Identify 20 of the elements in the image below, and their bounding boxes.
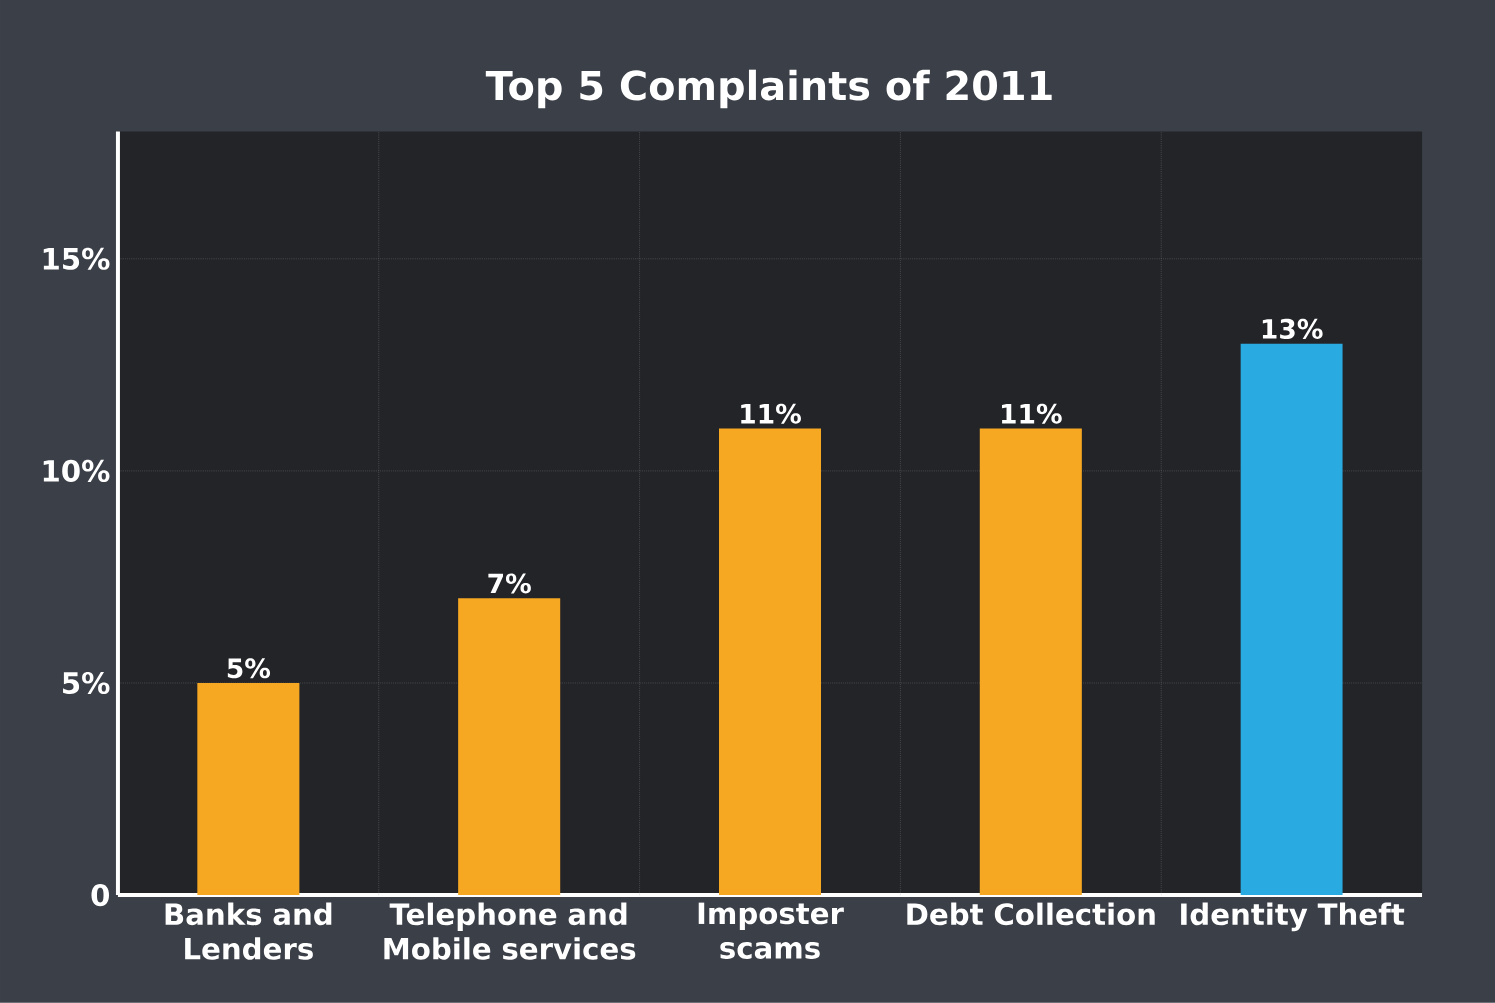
bar: [1240, 343, 1343, 896]
bar: [197, 683, 300, 896]
y-tick-label: 0: [91, 884, 110, 907]
data-label: 5%: [227, 658, 271, 679]
data-label: 13%: [1262, 318, 1323, 340]
data-label: 11%: [741, 403, 801, 424]
data-label: 7%: [488, 573, 531, 594]
data-label: 11%: [1002, 403, 1062, 424]
y-tick-label: 5%: [63, 672, 110, 695]
bar: [979, 428, 1082, 896]
y-tick-label: 10%: [43, 459, 110, 483]
y-tick-label: 15%: [43, 247, 110, 270]
bar: [458, 598, 561, 896]
x-tick-label: Identity Theft: [1181, 902, 1405, 932]
x-tick-label: Imposter scams: [698, 902, 844, 959]
x-tick-label: Debt Collection: [907, 902, 1155, 926]
chart-title: Top 5 Complaints of 2011: [485, 69, 1052, 109]
x-tick-label: Banks and Lenders: [165, 902, 332, 960]
x-tick-label: Telephone and Mobile services: [384, 902, 636, 960]
bar: [718, 428, 822, 896]
